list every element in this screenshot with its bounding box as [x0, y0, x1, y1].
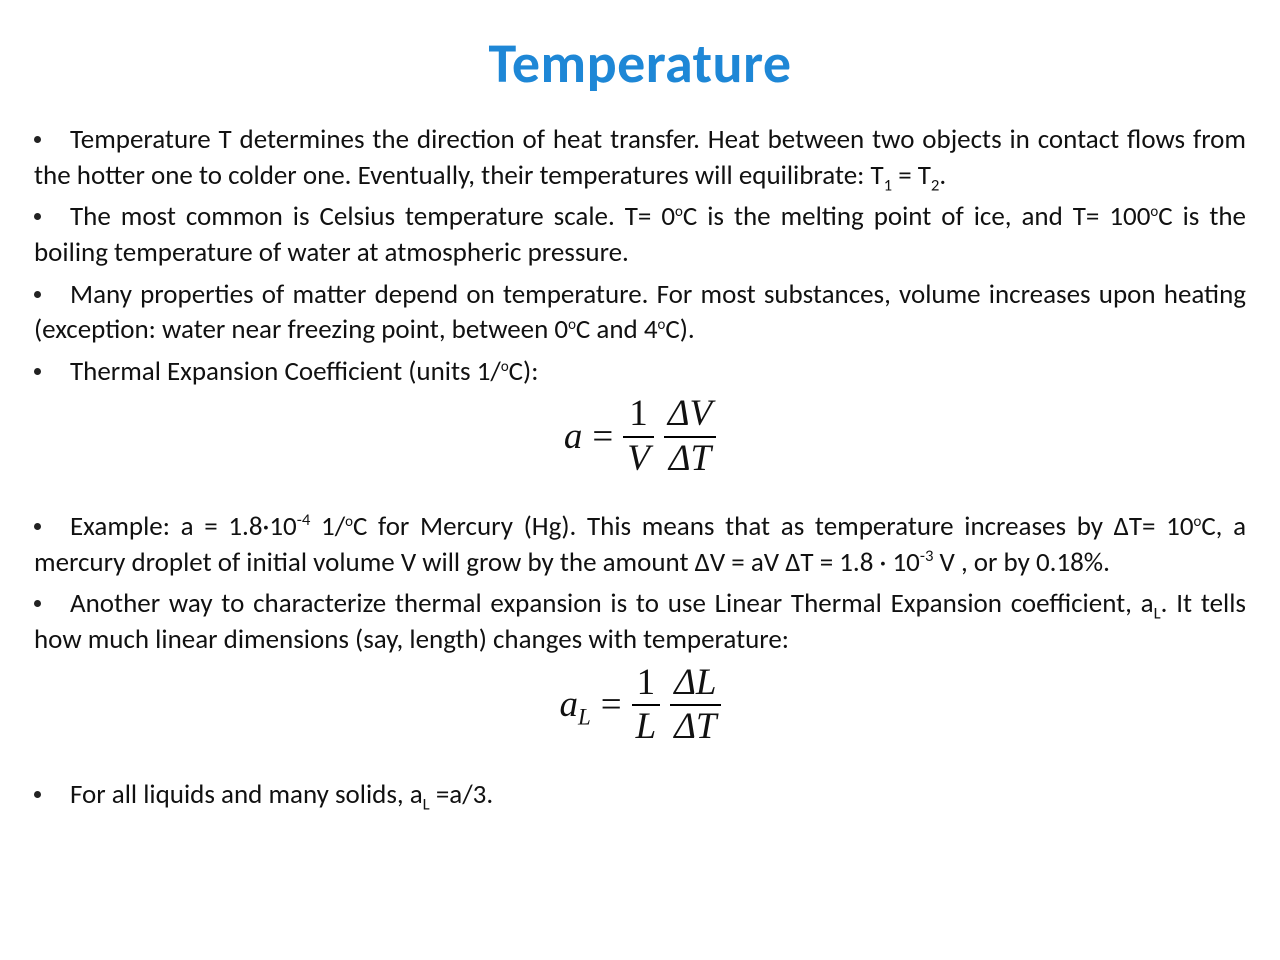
formula1-eq: =	[592, 413, 613, 462]
bullet-icon	[34, 523, 41, 530]
bullet-4: Thermal Expansion Coefficient (units 1/o…	[34, 354, 1246, 390]
degree-sup: o	[501, 357, 509, 375]
bullet-icon	[34, 600, 41, 607]
degree-sup: o	[675, 202, 683, 220]
slide-body: Temperature T determines the direction o…	[34, 122, 1246, 813]
degree-sup: o	[658, 315, 666, 333]
bullet-3-text-c: C).	[665, 313, 694, 346]
formula2-f2-den: ΔT	[670, 708, 720, 747]
bullet-5-exp1: -4	[297, 510, 311, 530]
bullet-1: Temperature T determines the direction o…	[34, 122, 1246, 193]
bullet-1-sub1: 1	[884, 175, 892, 195]
page-title: Temperature	[34, 30, 1246, 98]
formula2-f1-num: 1	[633, 664, 660, 703]
formula2-frac1: 1 L	[632, 664, 661, 748]
bullet-7-text-b: =a/3.	[430, 778, 493, 811]
bullet-5: Example: a = 1.8·10-4 1/oC for Mercury (…	[34, 509, 1246, 580]
bullet-icon	[34, 791, 41, 798]
formula2-f1-den: L	[632, 708, 661, 747]
formula-linear-expansion: aL = 1 L ΔL ΔT	[34, 664, 1246, 748]
bullet-2-text-a: The most common is Celsius temperature s…	[70, 200, 675, 233]
bullet-6-sub: L	[1154, 604, 1161, 624]
formula2-f2-num: ΔL	[670, 664, 720, 703]
bullet-4-text-a: Thermal Expansion Coefficient (units 1/	[70, 355, 501, 388]
bullet-5-text-b: 1/	[310, 510, 345, 543]
bullet-7: For all liquids and many solids, aL =a/3…	[34, 777, 1246, 813]
bullet-7-text-a: For all liquids and many solids, a	[70, 778, 423, 811]
formula1-f2-num: ΔV	[664, 395, 716, 434]
formula1-frac2: ΔV ΔT	[664, 395, 716, 479]
bullet-6-text-a: Another way to characterize thermal expa…	[70, 587, 1154, 620]
bullet-icon	[34, 213, 41, 220]
formula2-frac2: ΔL ΔT	[670, 664, 720, 748]
bullet-4-text-b: C):	[509, 355, 539, 388]
formula2-lhs: aL	[559, 681, 590, 730]
formula2-eq: =	[601, 681, 622, 730]
degree-sup: o	[345, 512, 353, 530]
degree-sup: o	[568, 315, 576, 333]
formula1-frac1: 1 V	[623, 395, 654, 479]
bullet-1-text-a: Temperature T determines the direction o…	[34, 123, 1246, 192]
bullet-5-text-a: Example: a = 1.8·10	[70, 510, 297, 543]
bullet-5-text-e: V , or by 0.18%.	[933, 546, 1110, 579]
bullet-icon	[34, 291, 41, 298]
bullet-2: The most common is Celsius temperature s…	[34, 199, 1246, 270]
bullet-2-text-b: C is the melting point of ice, and T= 10…	[683, 200, 1151, 233]
bullet-5-text-c: C for Mercury (Hg). This means that as t…	[353, 510, 1194, 543]
bullet-7-sub: L	[423, 795, 430, 815]
bullet-3-text-b: C and 4	[576, 313, 658, 346]
formula-volume-expansion: a = 1 V ΔV ΔT	[34, 395, 1246, 479]
bullet-1-text-b: = T	[892, 159, 931, 192]
bullet-icon	[34, 368, 41, 375]
formula1-f1-num: 1	[625, 395, 652, 434]
bullet-1-text-c: .	[939, 159, 946, 192]
bullet-6: Another way to characterize thermal expa…	[34, 586, 1246, 657]
formula1-f2-den: ΔT	[665, 440, 715, 479]
degree-sup: o	[1150, 202, 1158, 220]
bullet-5-exp2: -3	[920, 546, 934, 566]
formula1-lhs: a	[564, 413, 583, 462]
degree-sup: o	[1194, 512, 1202, 530]
slide: Temperature Temperature T determines the…	[0, 0, 1280, 960]
bullet-icon	[34, 136, 41, 143]
bullet-3: Many properties of matter depend on temp…	[34, 277, 1246, 348]
formula1-f1-den: V	[623, 440, 654, 479]
